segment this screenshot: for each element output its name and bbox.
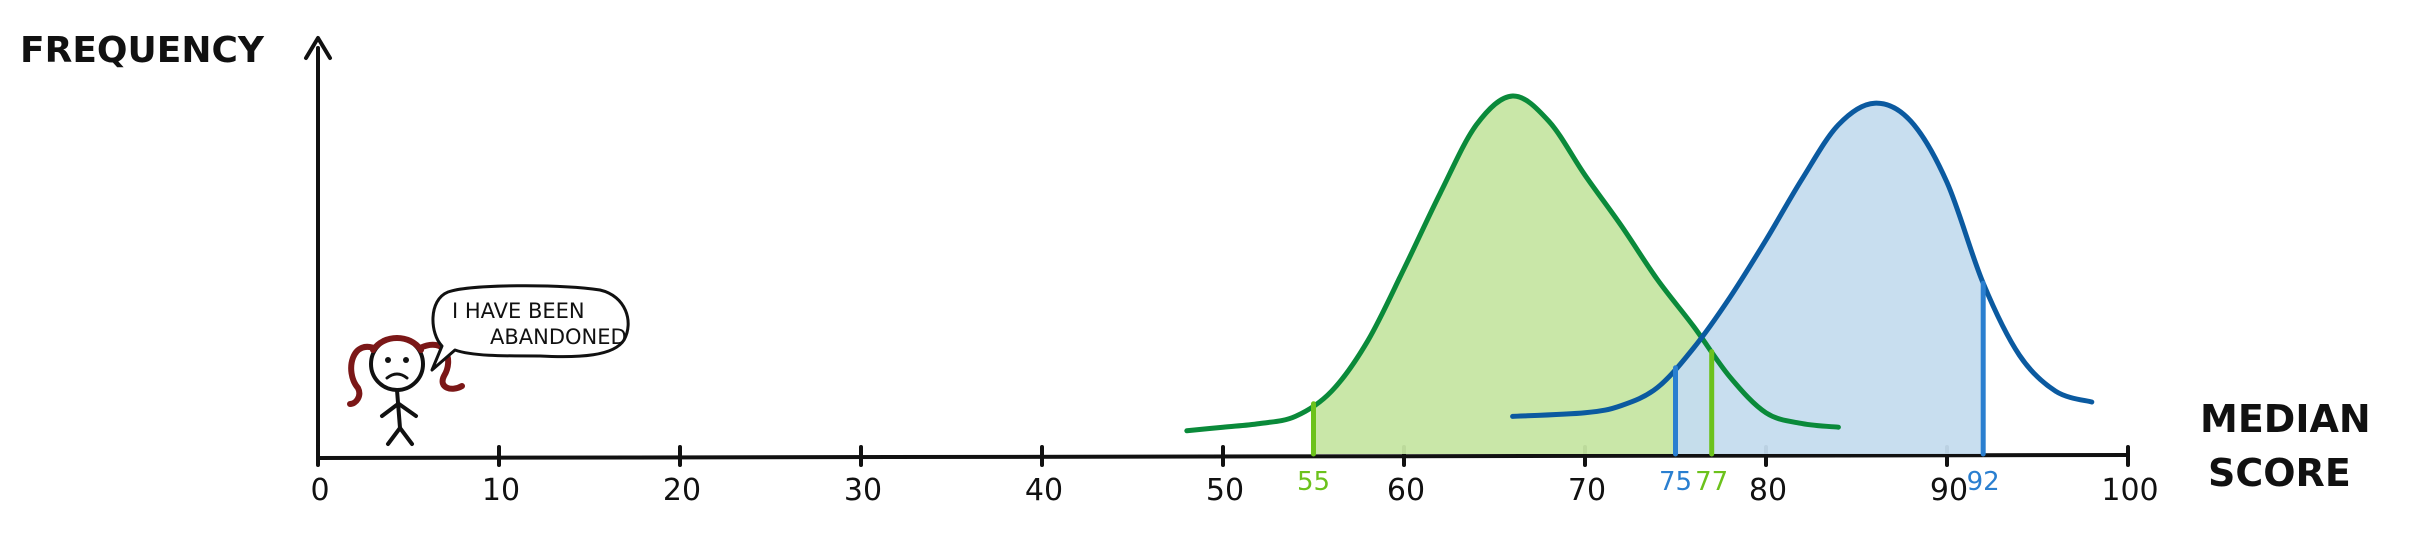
x-tick-label-60: 60 [1387, 473, 1425, 508]
annotation-55: 55 [1297, 467, 1330, 497]
x-tick-label-100: 100 [2101, 473, 2158, 508]
hair-right [417, 341, 465, 392]
x-tick-label-30: 30 [844, 473, 882, 508]
distribution-curves [1184, 93, 2095, 457]
annotation-92: 92 [1967, 467, 2000, 497]
eye-left [385, 357, 391, 363]
series-2-shaded-area [1675, 103, 1984, 455]
annotation-labels: 55 75 77 92 [1297, 467, 2000, 497]
x-tick-label-10: 10 [482, 473, 520, 508]
x-tick-label-90: 90 [1930, 473, 1968, 508]
arm-left [380, 402, 400, 418]
series-1-shaded-area [1313, 95, 1712, 454]
annotation-75: 75 [1659, 467, 1692, 497]
speech-line-1: I HAVE BEEN [452, 299, 585, 323]
hair-left [347, 344, 381, 407]
stick-figure [347, 335, 465, 446]
frown [385, 372, 409, 380]
speech-line-2: ABANDONED [490, 325, 627, 349]
x-tick-label-20: 20 [663, 473, 701, 508]
series-1-curve [1184, 93, 1841, 434]
x-axis-label-line-1: MEDIAN [2200, 397, 2371, 441]
hair-top [370, 335, 424, 353]
leg-left [386, 426, 402, 446]
series-2-curve [1510, 100, 2095, 419]
x-ticks: 0 10 20 30 40 50 60 70 80 90 100 [310, 445, 2159, 508]
x-tick-label-50: 50 [1206, 473, 1244, 508]
y-axis-arrow [304, 36, 332, 60]
x-tick-label-80: 80 [1749, 473, 1787, 508]
annotation-77: 77 [1695, 467, 1728, 497]
x-axis-label-line-2: SCORE [2208, 451, 2351, 495]
speech-bubble-outline [430, 284, 630, 372]
arm-right [397, 402, 418, 418]
y-axis-label: FREQUENCY [20, 30, 265, 71]
x-tick-label-70: 70 [1568, 473, 1606, 508]
leg-right [398, 426, 414, 446]
eye-right [403, 357, 409, 363]
x-tick-label-0: 0 [310, 473, 329, 508]
x-tick-label-40: 40 [1025, 473, 1063, 508]
speech-bubble: I HAVE BEEN ABANDONED [430, 284, 630, 372]
body [395, 388, 402, 430]
